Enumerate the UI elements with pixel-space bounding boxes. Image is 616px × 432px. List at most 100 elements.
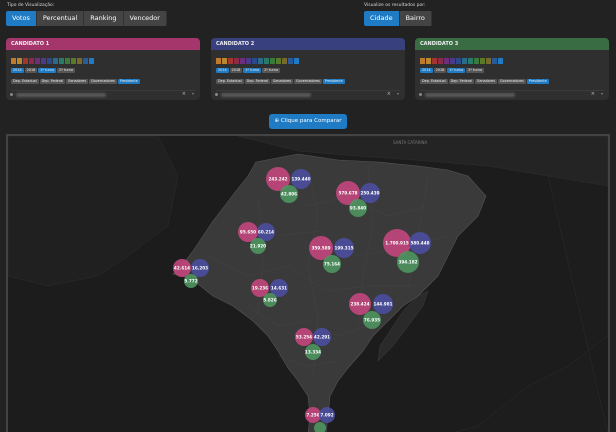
bubble-cluster[interactable]: 1.700.915 580.448 394.182 <box>383 229 431 273</box>
bubble-c3[interactable] <box>323 255 341 273</box>
party-swatch[interactable] <box>426 58 431 64</box>
view-vencedor-button[interactable]: Vencedor <box>123 11 167 26</box>
bubble-c2[interactable] <box>270 279 288 297</box>
clear-icon[interactable]: × <box>386 91 391 97</box>
results-cidade-button[interactable]: Cidade <box>364 11 400 26</box>
bubble-c1[interactable] <box>309 236 333 260</box>
party-swatch[interactable] <box>498 58 503 64</box>
party-swatch[interactable] <box>222 58 227 64</box>
party-swatch[interactable] <box>276 58 281 64</box>
chevron-down-icon[interactable]: ▾ <box>600 91 603 96</box>
party-swatch[interactable] <box>474 58 479 64</box>
party-swatch[interactable] <box>35 58 40 64</box>
bubble-c1[interactable] <box>349 293 371 315</box>
bubble-c2[interactable] <box>191 259 209 277</box>
party-swatch[interactable] <box>438 58 443 64</box>
bubble-c2[interactable] <box>291 169 311 189</box>
role-option[interactable]: Dep. Federal <box>39 79 66 84</box>
bubble-cluster[interactable]: 579.678 250.439 93.840 <box>336 181 380 217</box>
view-votos-button[interactable]: Votos <box>6 11 37 26</box>
bubble-c1[interactable] <box>266 167 290 191</box>
bubble-c3[interactable] <box>363 311 381 329</box>
candidate-select[interactable] <box>221 93 311 97</box>
party-swatch[interactable] <box>216 58 221 64</box>
party-swatch[interactable] <box>462 58 467 64</box>
party-swatch[interactable] <box>47 58 52 64</box>
party-swatch[interactable] <box>420 58 425 64</box>
party-swatch[interactable] <box>29 58 34 64</box>
view-ranking-button[interactable]: Ranking <box>84 11 124 26</box>
party-swatch[interactable] <box>59 58 64 64</box>
bubble-cluster[interactable]: 95.650 60.214 21.920 <box>238 222 275 254</box>
year-option[interactable]: 2018 <box>433 68 447 73</box>
round-option[interactable]: 1º turno <box>38 68 57 73</box>
bubble-c1[interactable] <box>305 407 321 423</box>
year-option[interactable]: 2014 <box>216 68 229 73</box>
bubble-c1[interactable] <box>251 279 269 297</box>
bubble-cluster[interactable]: 53.254 42.291 13.334 <box>295 328 331 360</box>
party-swatch[interactable] <box>480 58 485 64</box>
party-swatch[interactable] <box>11 58 16 64</box>
party-swatch[interactable] <box>282 58 287 64</box>
party-swatch[interactable] <box>89 58 94 64</box>
view-percentual-button[interactable]: Percentual <box>36 11 85 26</box>
party-swatch[interactable] <box>432 58 437 64</box>
round-option[interactable]: 2º turno <box>466 68 485 73</box>
bubble-c3[interactable] <box>314 422 326 432</box>
bubble-c3[interactable] <box>397 251 419 273</box>
year-option[interactable]: 2014 <box>420 68 433 73</box>
chevron-down-icon[interactable]: ▾ <box>396 91 399 96</box>
party-swatch[interactable] <box>240 58 245 64</box>
bubble-c2[interactable] <box>319 407 335 423</box>
bubble-c2[interactable] <box>334 238 354 258</box>
role-option[interactable]: Presidente <box>322 79 345 84</box>
bubble-c2[interactable] <box>373 294 393 314</box>
party-swatch[interactable] <box>468 58 473 64</box>
party-swatch[interactable] <box>492 58 497 64</box>
party-swatch[interactable] <box>83 58 88 64</box>
bubble-c3[interactable] <box>305 344 321 360</box>
bubble-c3[interactable] <box>184 274 198 288</box>
party-swatch[interactable] <box>288 58 293 64</box>
bubble-cluster[interactable]: 7.256 7.092 <box>305 407 335 432</box>
role-option[interactable]: Governadores <box>498 79 526 84</box>
party-swatch[interactable] <box>77 58 82 64</box>
bubble-c2[interactable] <box>313 328 331 346</box>
role-option[interactable]: Senadores <box>66 79 89 84</box>
bubble-c1[interactable] <box>336 181 360 205</box>
role-option[interactable]: Governadores <box>89 79 117 84</box>
role-option[interactable]: Senadores <box>475 79 498 84</box>
candidate-select[interactable] <box>16 93 106 97</box>
bubble-cluster[interactable]: 19.236 14.631 5.826 <box>251 279 288 307</box>
role-option[interactable]: Presidente <box>117 79 140 84</box>
bubble-cluster[interactable]: 243.242 139.440 42.806 <box>266 167 311 203</box>
compare-button[interactable]: ⊕ Clique para Comparar <box>269 114 347 129</box>
party-swatch[interactable] <box>246 58 251 64</box>
party-swatch[interactable] <box>252 58 257 64</box>
bubble-c3[interactable] <box>280 185 298 203</box>
round-option[interactable]: 1º turno <box>447 68 466 73</box>
party-swatch[interactable] <box>65 58 70 64</box>
party-swatch[interactable] <box>71 58 76 64</box>
candidate-select[interactable] <box>425 93 515 97</box>
clear-icon[interactable]: × <box>181 91 186 97</box>
bubble-c1[interactable] <box>238 222 258 242</box>
party-swatch[interactable] <box>41 58 46 64</box>
bubble-cluster[interactable]: 238.424 144.981 76.935 <box>349 293 393 329</box>
role-option[interactable]: Governadores <box>294 79 322 84</box>
party-swatch[interactable] <box>17 58 22 64</box>
bubble-c1[interactable] <box>173 259 191 277</box>
party-swatch[interactable] <box>23 58 28 64</box>
bubble-c3[interactable] <box>250 238 266 254</box>
party-swatch[interactable] <box>234 58 239 64</box>
role-option[interactable]: Dep. Estadual <box>11 79 39 84</box>
party-swatch[interactable] <box>228 58 233 64</box>
results-bairro-button[interactable]: Bairro <box>399 11 432 26</box>
party-swatch[interactable] <box>450 58 455 64</box>
bubble-c1[interactable] <box>295 328 313 346</box>
bubble-c3[interactable] <box>263 293 277 307</box>
year-option[interactable]: 2018 <box>229 68 243 73</box>
bubble-c2[interactable] <box>409 232 431 254</box>
round-option[interactable]: 2º turno <box>262 68 281 73</box>
role-option[interactable]: Presidente <box>526 79 549 84</box>
